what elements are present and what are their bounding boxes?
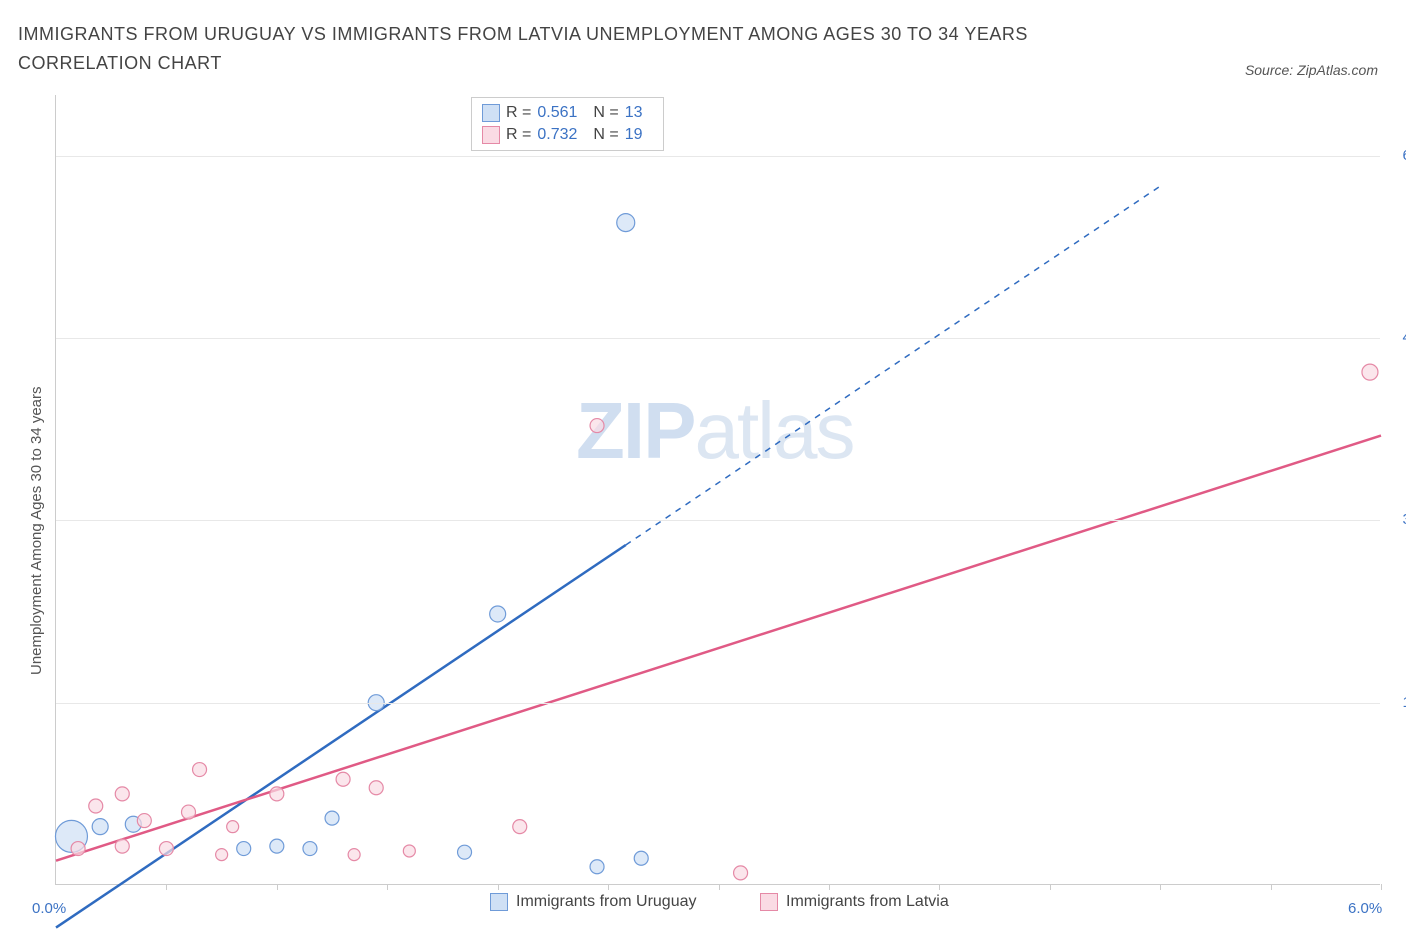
x-tick <box>387 884 388 890</box>
point-latvia <box>369 781 383 795</box>
point-latvia <box>227 821 239 833</box>
swatch-latvia-icon <box>760 893 778 911</box>
R-label: R = <box>506 104 531 122</box>
point-latvia <box>115 787 129 801</box>
point-latvia <box>513 820 527 834</box>
point-latvia <box>182 805 196 819</box>
x-tick <box>939 884 940 890</box>
point-latvia <box>590 419 604 433</box>
point-latvia <box>159 842 173 856</box>
x-tick <box>608 884 609 890</box>
trendline-uruguay <box>56 545 626 928</box>
swatch-uruguay <box>482 104 500 122</box>
point-latvia <box>403 845 415 857</box>
y-tick-label: 60.0% <box>1402 147 1406 164</box>
trendline-latvia <box>56 436 1381 861</box>
gridline-h <box>56 520 1380 521</box>
x-tick <box>1160 884 1161 890</box>
y-tick-label: 30.0% <box>1402 511 1406 528</box>
gridline-h <box>56 703 1380 704</box>
point-uruguay <box>458 845 472 859</box>
R-label: R = <box>506 126 531 144</box>
x-tick <box>166 884 167 890</box>
point-latvia <box>216 849 228 861</box>
point-uruguay <box>634 851 648 865</box>
chart-title: IMMIGRANTS FROM URUGUAY VS IMMIGRANTS FR… <box>18 20 1118 78</box>
plot-area: ZIPatlas Unemployment Among Ages 30 to 3… <box>55 95 1380 885</box>
point-uruguay <box>237 842 251 856</box>
x-tick <box>829 884 830 890</box>
N-label: N = <box>593 104 618 122</box>
x-origin-label: 0.0% <box>32 900 66 917</box>
R-value-latvia: 0.732 <box>537 126 577 144</box>
stats-legend-row-latvia: R = 0.732 N = 19 <box>482 124 653 146</box>
point-uruguay <box>303 842 317 856</box>
y-tick-label: 15.0% <box>1402 694 1406 711</box>
source-attribution: Source: ZipAtlas.com <box>1245 62 1378 78</box>
N-label: N = <box>593 126 618 144</box>
point-latvia <box>71 842 85 856</box>
x-tick <box>1271 884 1272 890</box>
point-latvia <box>1362 364 1378 380</box>
point-latvia <box>115 839 129 853</box>
point-latvia <box>336 772 350 786</box>
y-axis-label: Unemployment Among Ages 30 to 34 years <box>28 386 45 675</box>
trendline-dashed-uruguay <box>626 186 1160 545</box>
N-value-latvia: 19 <box>625 126 643 144</box>
series-label-uruguay: Immigrants from Uruguay <box>516 893 697 911</box>
point-uruguay <box>270 839 284 853</box>
bottom-legend-latvia: Immigrants from Latvia <box>760 893 949 911</box>
stats-legend-row-uruguay: R = 0.561 N = 13 <box>482 102 653 124</box>
x-tick <box>719 884 720 890</box>
point-uruguay <box>325 811 339 825</box>
swatch-latvia <box>482 126 500 144</box>
N-value-uruguay: 13 <box>625 104 643 122</box>
gridline-h <box>56 156 1380 157</box>
y-tick-label: 45.0% <box>1402 329 1406 346</box>
x-tick <box>498 884 499 890</box>
point-uruguay <box>617 214 635 232</box>
point-uruguay <box>92 819 108 835</box>
point-latvia <box>270 787 284 801</box>
point-latvia <box>89 799 103 813</box>
x-tick <box>1050 884 1051 890</box>
stats-legend: R = 0.561 N = 13 R = 0.732 N = 19 <box>471 97 664 151</box>
x-max-label: 6.0% <box>1348 900 1382 917</box>
gridline-h <box>56 338 1380 339</box>
point-latvia <box>734 866 748 880</box>
chart-svg <box>56 95 1380 884</box>
point-latvia <box>193 763 207 777</box>
x-tick <box>1381 884 1382 890</box>
swatch-uruguay-icon <box>490 893 508 911</box>
R-value-uruguay: 0.561 <box>537 104 577 122</box>
point-uruguay <box>590 860 604 874</box>
series-label-latvia: Immigrants from Latvia <box>786 893 949 911</box>
point-latvia <box>137 814 151 828</box>
bottom-legend-uruguay: Immigrants from Uruguay <box>490 893 697 911</box>
x-tick <box>277 884 278 890</box>
point-latvia <box>348 849 360 861</box>
point-uruguay <box>490 606 506 622</box>
